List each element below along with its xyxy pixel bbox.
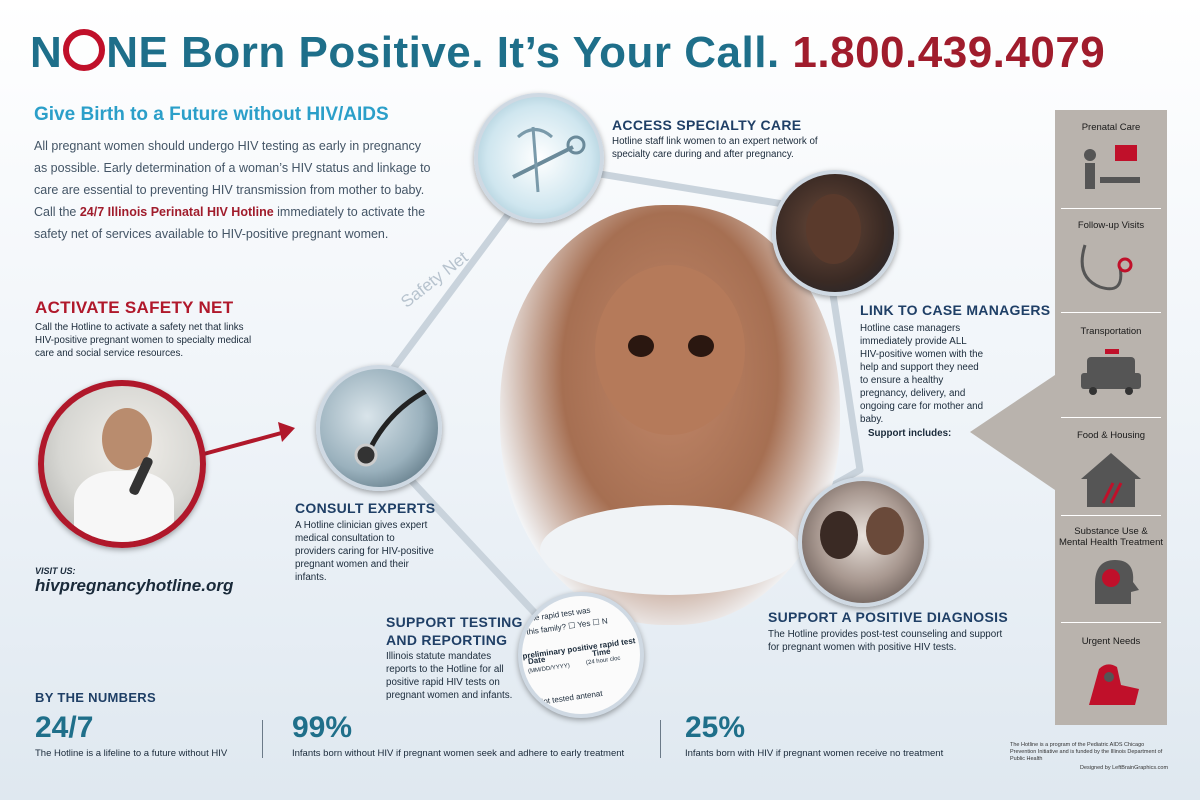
activate-body: Call the Hotline to activate a safety ne… — [35, 322, 252, 359]
woman-right-head — [866, 507, 904, 555]
program-credit: The Hotline is a program of the Pediatri… — [1010, 742, 1163, 762]
baby-eye-right — [688, 335, 714, 357]
sidebar-item-prenatal: Prenatal Care — [1055, 122, 1167, 202]
house-utensils-icon — [1081, 453, 1141, 507]
sidebar-label: Food & Housing — [1076, 430, 1146, 441]
support-includes: Support includes: — [868, 428, 952, 439]
stat-text-3: Infants born with HIV if pregnant women … — [685, 748, 944, 759]
link-title: LINK TO CASE MANAGERS — [860, 302, 1051, 318]
baby-face — [595, 265, 745, 435]
car-seat-icon — [1089, 664, 1139, 705]
visit-label: VISIT US: — [35, 566, 76, 576]
woman-left-head — [820, 511, 858, 559]
prenatal-care-icon — [1084, 145, 1140, 189]
designer-credit: Designed by LeftBrainGraphics.com — [1080, 765, 1169, 771]
caduceus-icon — [512, 126, 586, 193]
brain-head-icon — [1095, 560, 1139, 604]
doctor-photo — [38, 380, 206, 548]
baby-blanket — [540, 505, 800, 595]
sidebar-label: Follow-up Visits — [1077, 220, 1145, 231]
numbers-title: BY THE NUMBERS — [35, 690, 156, 705]
diagnosis-body: The Hotline provides post-test counselin… — [768, 629, 1003, 653]
stat-value-2: 99% — [292, 711, 353, 744]
website-link[interactable]: hivpregnancyhotline.org — [35, 576, 234, 595]
stat-value-1: 24/7 — [35, 711, 94, 744]
form-yes: Yes — [576, 618, 591, 630]
taxi-icon — [1081, 349, 1141, 395]
intro-text-before: All pregnant women should undergo HIV te… — [34, 139, 431, 219]
sidebar-label: Urgent Needs — [1081, 636, 1141, 647]
stat-text-2: Infants born without HIV if pregnant wom… — [292, 748, 625, 759]
case-manager-photo — [772, 170, 898, 296]
support-sidebar: Prenatal Care Follow-up Visits Transport… — [1055, 110, 1167, 725]
intro-title: Give Birth to a Future without HIV/AIDS — [34, 104, 389, 125]
hotline-name: 24/7 Illinois Perinatal HIV Hotline — [79, 205, 274, 219]
access-body: Hotline staff link women to an expert ne… — [612, 136, 818, 160]
test-form-photo: the rapid test was this family? ☐ Yes ☐ … — [518, 592, 644, 718]
diagnosis-photo — [798, 477, 928, 607]
slogan: Born Positive. It’s Your Call. — [181, 28, 780, 77]
stat-divider — [660, 720, 661, 758]
form-time-format: (24 hour cloc — [585, 655, 621, 667]
testing-title-line1: SUPPORT TESTING — [386, 614, 523, 630]
stethoscope-icon — [1080, 244, 1133, 291]
sidebar-item-urgent: Urgent Needs — [1055, 636, 1167, 718]
sidebar-label: Substance Use & — [1074, 526, 1148, 537]
form-question: this family? — [525, 622, 567, 637]
sidebar-item-food-housing: Food & Housing — [1055, 430, 1167, 514]
intro-text: All pregnant women should undergo HIV te… — [34, 135, 434, 245]
testing-body: Illinois statute mandates reports to the… — [386, 651, 513, 701]
form-no: N — [601, 616, 609, 627]
woman-face — [806, 194, 861, 264]
sidebar-label-line2: Mental Health Treatment — [1058, 537, 1164, 548]
activate-title: ACTIVATE SAFETY NET — [35, 298, 234, 317]
baby-eye-left — [628, 335, 654, 357]
headline: N NE Born Positive. It’s Your Call. 1.800… — [30, 28, 1180, 78]
sidebar-label: Transportation — [1080, 326, 1142, 337]
stethoscope-photo-icon — [354, 386, 432, 467]
brand-ne: NE — [106, 28, 169, 77]
red-ring-o-icon — [63, 29, 106, 71]
testing-title-line2: AND REPORTING — [386, 632, 508, 648]
specialty-care-photo — [474, 93, 604, 223]
form-date: Date — [527, 654, 546, 667]
intro-text-after: immediately to activate the safety net o… — [34, 205, 426, 241]
brand-n: N — [30, 28, 63, 77]
sidebar-item-substance: Substance Use & Mental Health Treatment — [1055, 526, 1167, 613]
doctor-coat — [74, 471, 174, 542]
access-title: ACCESS SPECIALTY CARE — [612, 117, 802, 133]
diagnosis-title: SUPPORT A POSITIVE DIAGNOSIS — [768, 609, 1008, 625]
consult-body: A Hotline clinician gives expert medical… — [295, 520, 434, 583]
sidebar-item-transport: Transportation — [1055, 326, 1167, 408]
link-body: Hotline case managers immediately provid… — [860, 323, 984, 425]
form-not-tested-text: Not tested antenat — [537, 688, 604, 707]
consult-photo — [316, 365, 442, 491]
stat-value-3: 25% — [685, 711, 746, 744]
baby-photo — [500, 205, 840, 625]
stat-text-1: The Hotline is a lifeline to a future wi… — [35, 748, 228, 759]
hotline-phone[interactable]: 1.800.439.4079 — [792, 28, 1106, 77]
consult-title: CONSULT EXPERTS — [295, 500, 436, 516]
sidebar-label: Prenatal Care — [1081, 122, 1141, 133]
stat-divider — [262, 720, 263, 758]
form-not-tested: ☐ Not tested antenat — [527, 688, 604, 709]
sidebar-item-followup: Follow-up Visits — [1055, 220, 1167, 312]
